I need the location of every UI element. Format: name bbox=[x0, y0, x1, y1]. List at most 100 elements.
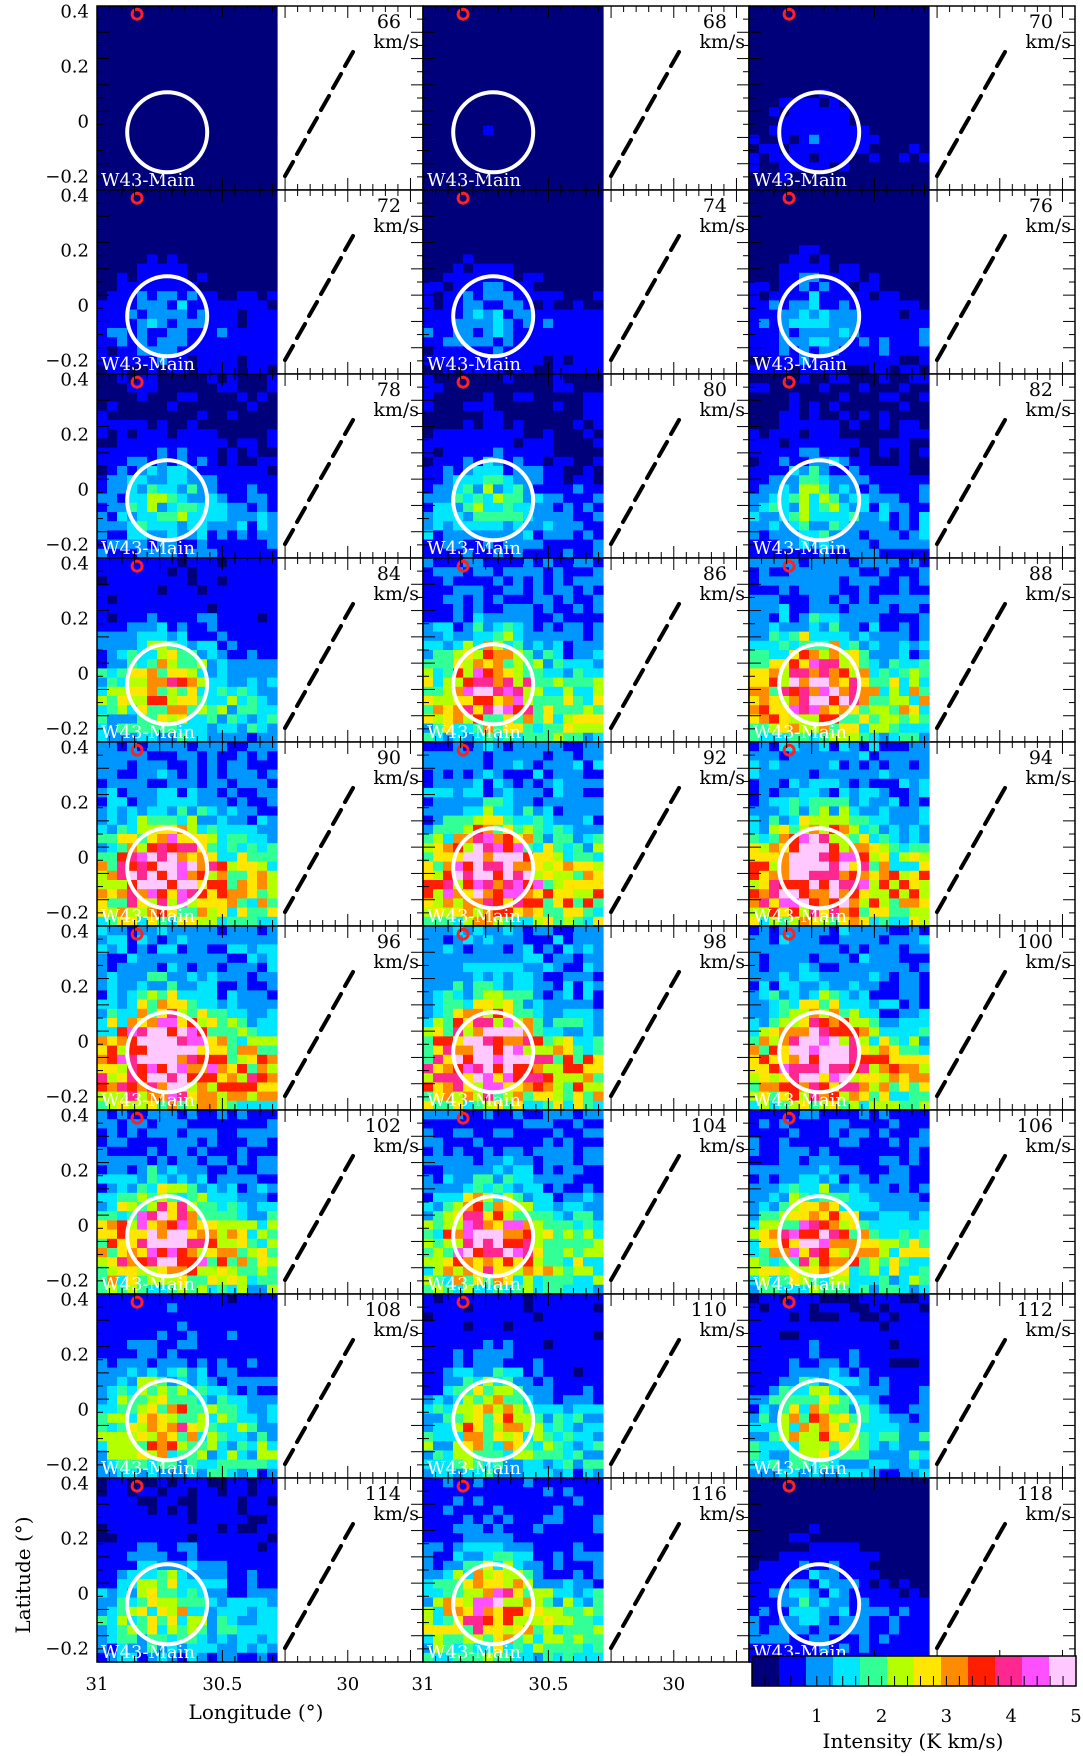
source-label: W43-Main bbox=[427, 1274, 521, 1295]
emission-map bbox=[97, 926, 278, 1111]
velocity-unit: km/s bbox=[373, 1319, 419, 1341]
source-label: W43-Main bbox=[427, 1090, 521, 1111]
emission-map bbox=[423, 926, 604, 1111]
source-label: W43-Main bbox=[427, 906, 521, 927]
velocity-value: 110 bbox=[691, 1299, 727, 1321]
w43-main-circle bbox=[777, 826, 862, 911]
velocity-unit: km/s bbox=[373, 951, 419, 973]
source-marker bbox=[130, 1111, 144, 1125]
velocity-unit: km/s bbox=[1025, 1135, 1071, 1157]
velocity-unit: km/s bbox=[373, 767, 419, 789]
y-tick-label: 0.4 bbox=[60, 738, 89, 759]
velocity-unit: km/s bbox=[373, 583, 419, 605]
source-marker bbox=[782, 927, 796, 941]
panel-ticks bbox=[97, 6, 423, 190]
survey-edge bbox=[609, 234, 681, 362]
panel-ticks bbox=[97, 558, 423, 742]
survey-edge bbox=[609, 50, 681, 178]
w43-main-circle bbox=[451, 1562, 536, 1647]
panel-ticks bbox=[423, 1478, 749, 1662]
source-marker bbox=[782, 559, 796, 573]
x-axis-label: Longitude (°) bbox=[189, 1700, 324, 1724]
survey-edge bbox=[609, 602, 681, 730]
w43-main-circle bbox=[777, 458, 862, 543]
panel-ticks bbox=[423, 374, 749, 558]
velocity-value: 68 bbox=[703, 11, 727, 33]
y-tick-label: 0.2 bbox=[60, 976, 89, 997]
panel-ticks bbox=[97, 374, 423, 558]
emission-map bbox=[423, 1294, 604, 1479]
source-label: W43-Main bbox=[753, 1458, 847, 1479]
source-marker bbox=[456, 1111, 470, 1125]
survey-edge bbox=[935, 786, 1007, 914]
colorbar-tick-label: 5 bbox=[1070, 1706, 1081, 1727]
survey-edge bbox=[283, 50, 355, 178]
velocity-value: 82 bbox=[1029, 379, 1053, 401]
y-tick-label: 0 bbox=[78, 1215, 89, 1236]
survey-edge bbox=[609, 1338, 681, 1466]
w43-main-circle bbox=[777, 90, 862, 175]
velocity-unit: km/s bbox=[699, 1135, 745, 1157]
panel-ticks bbox=[97, 742, 423, 926]
velocity-value: 78 bbox=[377, 379, 401, 401]
panel-ticks bbox=[423, 1294, 749, 1478]
velocity-unit: km/s bbox=[373, 1503, 419, 1525]
x-tick-label: 30.5 bbox=[528, 1674, 568, 1695]
w43-main-circle bbox=[125, 274, 210, 359]
velocity-unit: km/s bbox=[1025, 1319, 1071, 1341]
source-label: W43-Main bbox=[101, 722, 195, 743]
source-marker bbox=[456, 1295, 470, 1309]
velocity-value: 104 bbox=[691, 1115, 727, 1137]
y-tick-label: −0.2 bbox=[45, 718, 89, 739]
panel-ticks bbox=[97, 1478, 423, 1662]
source-label: W43-Main bbox=[427, 722, 521, 743]
source-label: W43-Main bbox=[753, 1090, 847, 1111]
y-tick-label: 0.2 bbox=[60, 240, 89, 261]
survey-edge bbox=[609, 418, 681, 546]
source-marker bbox=[782, 191, 796, 205]
survey-edge bbox=[935, 970, 1007, 1098]
source-label: W43-Main bbox=[101, 1458, 195, 1479]
w43-main-circle bbox=[451, 90, 536, 175]
source-marker bbox=[456, 191, 470, 205]
velocity-value: 76 bbox=[1029, 195, 1053, 217]
y-tick-label: −0.2 bbox=[45, 350, 89, 371]
x-tick-label: 30 bbox=[662, 1674, 685, 1695]
velocity-unit: km/s bbox=[373, 215, 419, 237]
w43-main-circle bbox=[125, 1010, 210, 1095]
survey-edge bbox=[283, 1522, 355, 1650]
velocity-value: 80 bbox=[703, 379, 727, 401]
survey-edge bbox=[609, 1154, 681, 1282]
velocity-value: 102 bbox=[365, 1115, 401, 1137]
survey-edge bbox=[935, 602, 1007, 730]
emission-map bbox=[749, 1110, 930, 1295]
survey-edge bbox=[609, 1522, 681, 1650]
w43-main-circle bbox=[125, 642, 210, 727]
velocity-value: 66 bbox=[377, 11, 401, 33]
survey-edge bbox=[283, 786, 355, 914]
panel-ticks bbox=[749, 742, 1075, 926]
velocity-unit: km/s bbox=[699, 767, 745, 789]
y-tick-label: 0.4 bbox=[60, 370, 89, 391]
x-tick-label: 30.5 bbox=[202, 1674, 242, 1695]
panel-ticks bbox=[749, 1294, 1075, 1478]
source-marker bbox=[782, 7, 796, 21]
y-tick-label: −0.2 bbox=[45, 1454, 89, 1475]
velocity-unit: km/s bbox=[1025, 31, 1071, 53]
source-label: W43-Main bbox=[427, 1458, 521, 1479]
velocity-value: 74 bbox=[703, 195, 727, 217]
source-label: W43-Main bbox=[427, 170, 521, 191]
y-tick-label: 0.2 bbox=[60, 1344, 89, 1365]
